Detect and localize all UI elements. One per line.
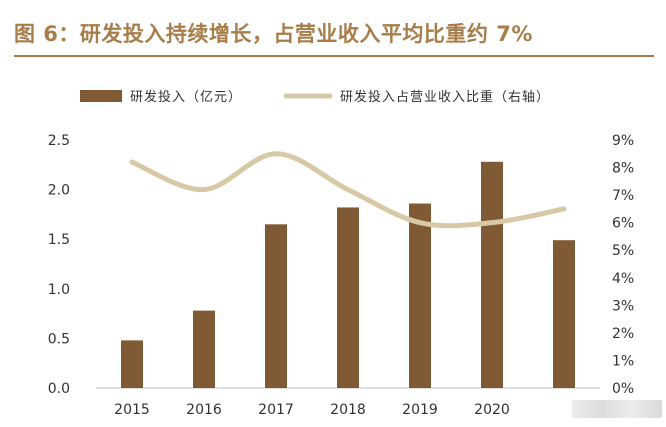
bar	[553, 240, 575, 388]
right-tick-label: 7%	[612, 188, 634, 204]
bar	[409, 203, 431, 388]
blurred-patch	[572, 400, 662, 418]
legend-label-bars: 研发投入（亿元）	[130, 89, 242, 105]
right-axis: 0% 1% 2% 3% 4% 5% 6% 7% 8% 9%	[612, 133, 634, 397]
left-tick-label: 0.0	[48, 381, 70, 397]
right-tick-label: 4%	[612, 271, 634, 287]
x-tick-label: 2020	[474, 402, 510, 418]
bar-series	[121, 161, 575, 388]
right-tick-label: 1%	[612, 353, 634, 369]
x-tick-label: 2019	[402, 402, 438, 418]
left-axis: 0.0 0.5 1.0 1.5 2.0 2.5	[48, 133, 70, 397]
title-rule	[14, 55, 654, 57]
left-tick-label: 2.0	[48, 183, 70, 199]
right-tick-label: 6%	[612, 216, 634, 232]
x-axis: 2015 2016 2017 2018 2019 2020	[114, 402, 510, 418]
bar	[193, 310, 215, 388]
right-tick-label: 5%	[612, 243, 634, 259]
ratio-line	[129, 151, 567, 229]
x-tick-label: 2015	[114, 402, 150, 418]
bar	[121, 340, 143, 388]
figure-title: 图 6：研发投入持续增长，占营业收入平均比重约 7%	[14, 22, 533, 46]
bar	[481, 161, 503, 388]
bar	[265, 224, 287, 388]
right-tick-label: 9%	[612, 133, 634, 149]
left-tick-label: 1.0	[48, 282, 70, 298]
legend-bar-swatch	[80, 90, 122, 102]
right-tick-label: 0%	[612, 381, 634, 397]
x-tick-label: 2018	[330, 402, 366, 418]
bar	[337, 207, 359, 388]
left-tick-label: 2.5	[48, 133, 70, 149]
right-tick-label: 2%	[612, 326, 634, 342]
x-tick-label: 2017	[258, 402, 294, 418]
right-tick-label: 8%	[612, 161, 634, 177]
line-series	[129, 151, 567, 229]
left-tick-label: 1.5	[48, 232, 70, 248]
right-tick-label: 3%	[612, 298, 634, 314]
legend: 研发投入（亿元） 研发投入占营业收入比重（右轴）	[80, 89, 550, 105]
left-tick-label: 0.5	[48, 331, 70, 347]
x-tick-label: 2016	[186, 402, 222, 418]
legend-label-line: 研发投入占营业收入比重（右轴）	[340, 89, 550, 105]
